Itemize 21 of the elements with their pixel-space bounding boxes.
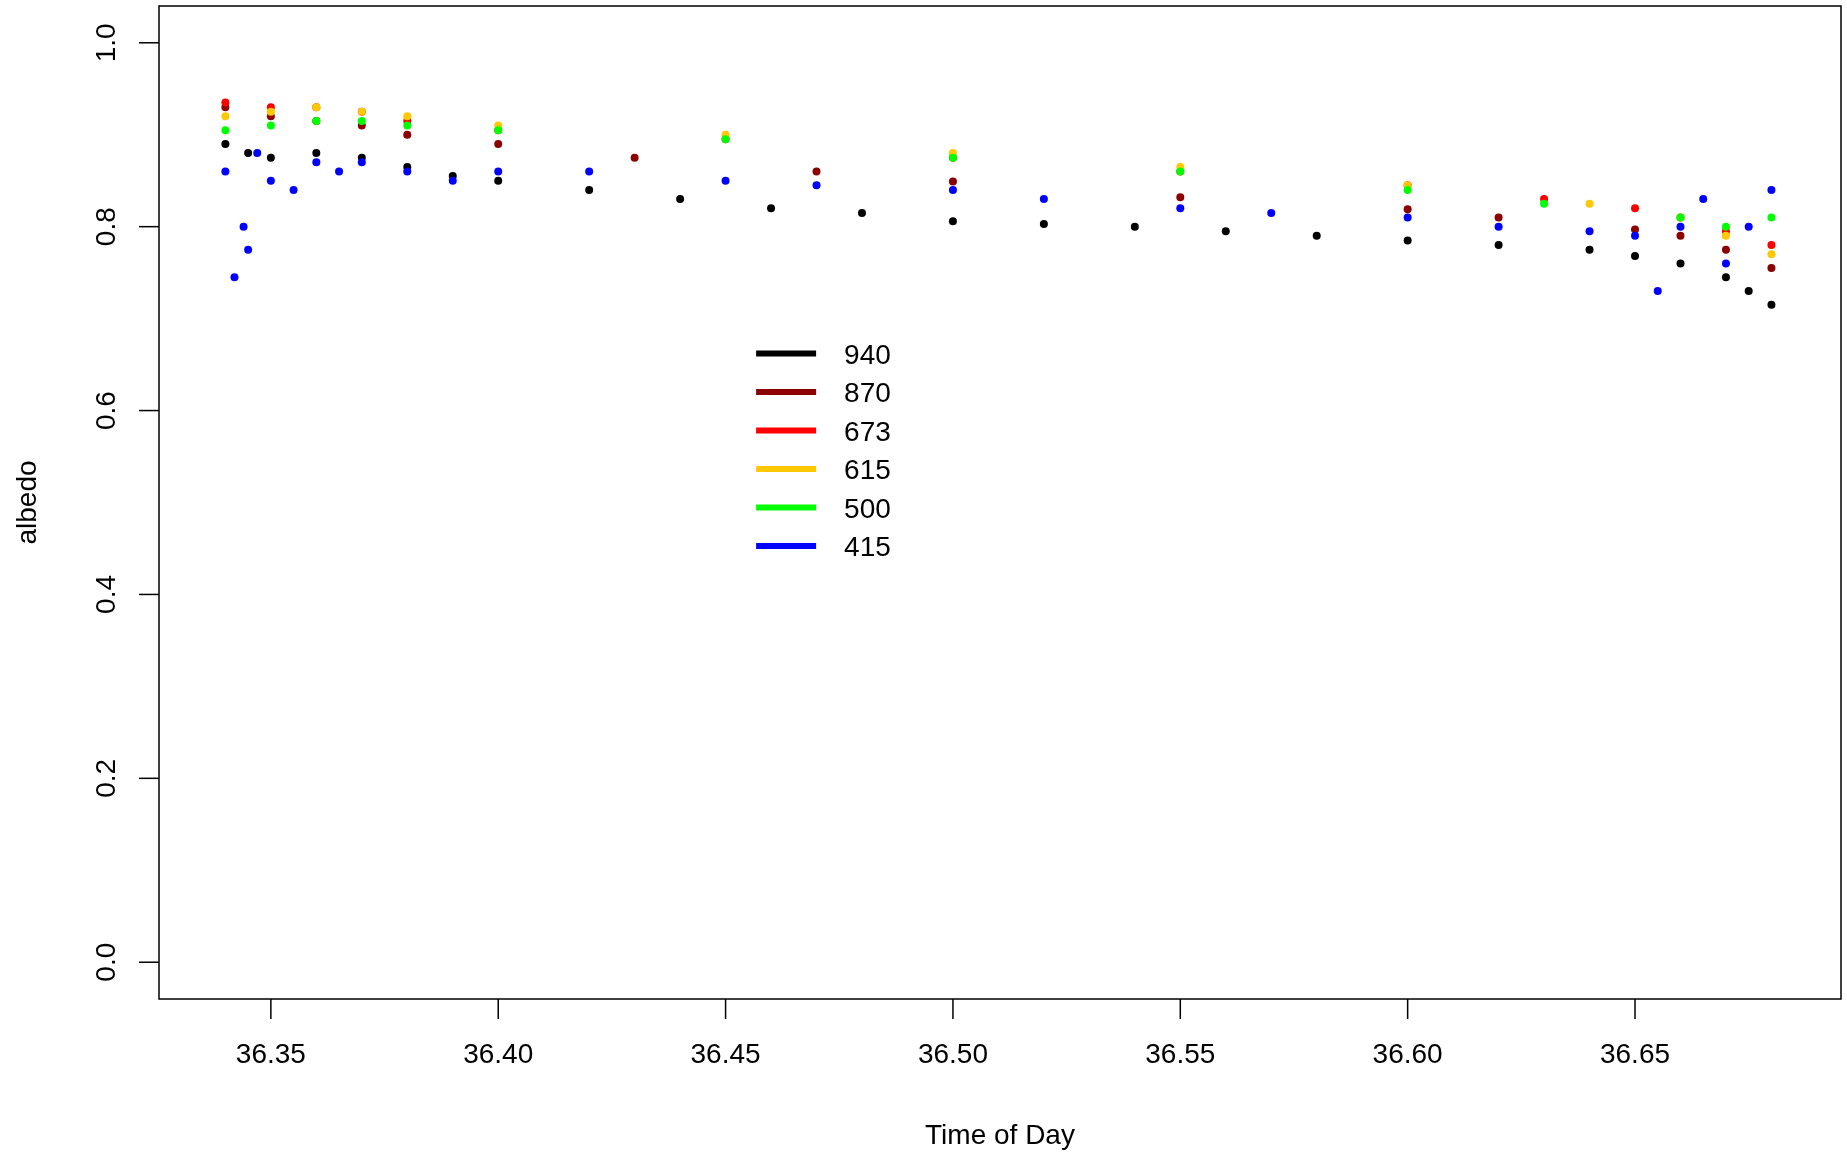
y-axis-title: albedo <box>11 460 42 545</box>
x-tick-label: 36.60 <box>1372 1038 1443 1069</box>
y-tick-label: 0.0 <box>90 942 121 982</box>
legend-label: 673 <box>844 415 891 447</box>
x-tick-label: 36.50 <box>917 1038 988 1069</box>
y-tick-label: 0.2 <box>90 758 121 798</box>
y-tick-label: 1.0 <box>90 23 121 63</box>
x-tick-label: 36.35 <box>235 1038 306 1069</box>
legend-label: 500 <box>844 492 891 524</box>
x-tick-label: 36.55 <box>1145 1038 1216 1069</box>
legend-label: 870 <box>844 377 891 409</box>
x-axis-title: Time of Day <box>925 1119 1075 1150</box>
x-tick-label: 36.40 <box>463 1038 534 1069</box>
legend-label: 615 <box>844 454 891 486</box>
y-tick-label: 0.8 <box>90 207 121 247</box>
y-tick-label: 0.6 <box>90 391 121 431</box>
x-tick-label: 36.65 <box>1599 1038 1671 1069</box>
x-tick-label: 36.45 <box>690 1038 761 1069</box>
legend-label: 940 <box>844 338 891 370</box>
y-tick-label: 0.4 <box>90 574 121 614</box>
legend-label: 415 <box>844 531 891 563</box>
